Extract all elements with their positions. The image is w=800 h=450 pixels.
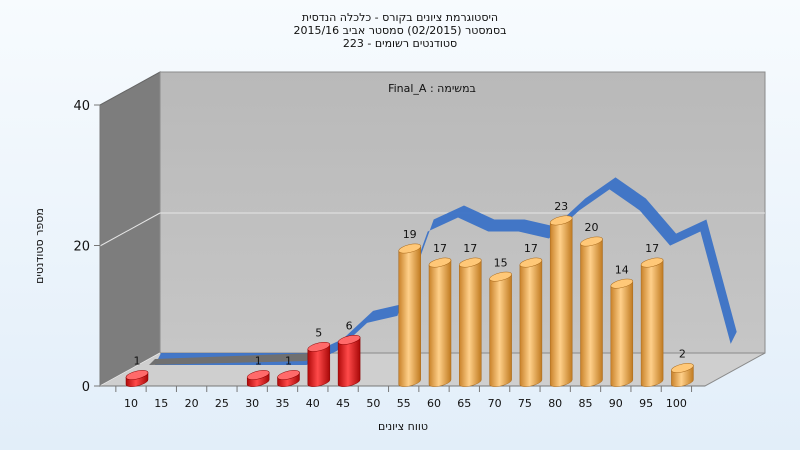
bar [489,271,512,387]
bar-value-label: 1 [285,355,292,368]
trend-ribbon-path [155,177,737,365]
bar-value-label: 20 [585,221,599,234]
title-line-1: היסטוגרמת ציונים בקורס - כלכלה הנדסית [301,11,499,24]
bar [398,243,421,387]
x-tick-label: 30 [245,397,259,410]
bar-cap [459,257,482,268]
y-ticks: 0 20 40 [73,99,100,395]
x-ticks: 10 15 20 25 30 35 40 45 50 55 60 65 70 75 80 85 90 95 100 [115,386,693,410]
x-tick-label: 35 [276,397,290,410]
gridline-20-side [99,212,161,247]
y-tick-label: 0 [82,380,90,395]
bar-cap [519,257,543,268]
bar-value-label: 2 [679,348,686,361]
y-tick-label: 20 [73,240,90,255]
x-tick-label: 25 [215,397,229,410]
bar-value-label: 17 [645,242,659,255]
bar-cap [277,370,300,380]
x-tick-label: 90 [609,397,623,410]
bar-cap [549,215,573,226]
chart-title: היסטוגרמת ציונים בקורס - כלכלה הנדסית בס… [0,11,800,50]
bar [337,334,361,387]
title-line-2: בסמסטר (02/2015) סמסטר אביב 2015/16 [293,24,507,37]
bar [428,257,452,387]
y-tick-label: 40 [73,99,90,114]
bar-body [580,238,603,387]
x-axis-title: טווח ציונים [378,420,428,433]
bar [307,341,331,387]
bar-cap [246,370,270,380]
bar-cap [398,243,421,254]
bar-body [307,344,331,387]
annotation-label: במשימה : Final_A [388,82,476,95]
bar-value-label: 1 [255,355,262,368]
x-tick-label: 100 [666,397,687,410]
x-tick-label: 65 [457,397,471,410]
bar-cap [671,363,694,373]
trend-ribbon [149,177,737,365]
y-axis-title: מספר סטודנטים [33,208,46,284]
x-tick-label: 80 [548,397,562,410]
x-tick-label: 95 [639,397,653,410]
bar [125,370,149,387]
bar-value-label: 17 [524,242,538,255]
x-tick-label: 55 [397,397,411,410]
bar-body [428,259,452,387]
bar-cap [489,271,512,282]
bar-value-label: 14 [615,263,629,276]
bar-body [610,281,634,387]
bar [459,257,482,387]
bar-cap [125,370,149,380]
bar-cap [580,236,603,247]
x-tick-label: 50 [366,397,380,410]
bar-cap [428,257,452,268]
x-tick-label: 70 [488,397,502,410]
x-tick-label: 40 [306,397,320,410]
bar-body [398,245,421,387]
x-tick-label: 60 [427,397,441,410]
bar-value-label: 19 [403,228,417,241]
title-line-3: סטודנטים רשומים - 223 [342,37,458,50]
bar-value-label: 5 [315,327,322,340]
bar-body [337,337,361,387]
x-tick-label: 75 [518,397,532,410]
bar-value-label: 23 [554,200,568,213]
bar [610,278,634,387]
bar [549,215,573,387]
bar [640,257,664,387]
bar [277,370,300,387]
bar-cap [337,334,361,345]
x-tick-label: 45 [336,397,350,410]
bar-cap [307,341,331,352]
bar-body [640,259,664,387]
x-tick-label: 10 [124,397,138,410]
bar-value-label: 17 [433,242,447,255]
bar-value-label: 15 [494,256,508,269]
bar-value-label: 17 [463,242,477,255]
bar [671,363,694,387]
bar [246,370,270,387]
bar-body [519,259,543,387]
bar-body [489,273,512,387]
bar-cap [640,257,664,268]
bar-body [549,217,573,387]
x-tick-label: 15 [154,397,168,410]
gridline-0-side [99,352,161,387]
bar [519,257,543,387]
bar-value-label: 6 [346,320,353,333]
bar [580,236,603,387]
trend-ribbon-baseline [149,353,313,365]
x-tick-label: 20 [185,397,199,410]
bar-value-label: 1 [134,355,141,368]
bars [125,215,694,387]
bar-body [459,259,482,387]
bar-cap [610,278,634,289]
x-tick-label: 85 [579,397,593,410]
